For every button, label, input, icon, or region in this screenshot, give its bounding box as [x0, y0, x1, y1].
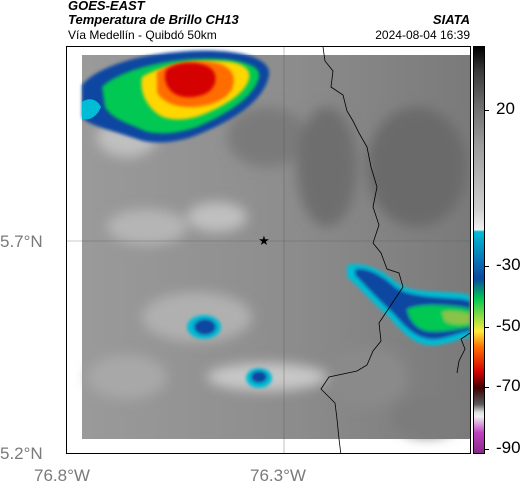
storm-cell-nw — [82, 50, 270, 143]
colorbar-tick — [485, 266, 489, 267]
colorbar-label: -70 — [496, 376, 521, 395]
lon-label-2: 76.3°W — [250, 466, 306, 485]
colorbar-label: -30 — [496, 255, 521, 274]
title-datetime: 2024-08-04 16:39 — [375, 28, 470, 42]
storm-cell-east — [347, 263, 470, 346]
title-product: Temperatura de Brillo CH13 — [68, 12, 239, 27]
admin-border — [320, 47, 404, 453]
colorbar-tick — [485, 387, 489, 388]
lat-label-1: 5.7°N — [0, 232, 43, 251]
satellite-map: ★ — [66, 46, 471, 454]
storm-cell-small-2 — [246, 368, 272, 388]
title-region: Vía Medellín - Quibdó 50km — [68, 28, 217, 42]
storm-cell-small-1 — [187, 315, 221, 339]
title-agency: SIATA — [432, 12, 470, 27]
admin-border-2 — [456, 332, 470, 374]
lon-label-1: 76.8°W — [34, 466, 90, 485]
colorbar — [473, 46, 485, 454]
colorbar-tick — [485, 449, 489, 450]
star-icon: ★ — [258, 234, 270, 249]
map-svg: ★ — [67, 47, 470, 453]
colorbar-label: 20 — [496, 99, 515, 118]
colorbar-label: -90 — [496, 438, 521, 457]
colorbar-label: -50 — [496, 316, 521, 335]
colorbar-tick — [485, 110, 489, 111]
lat-label-2: 5.2°N — [0, 444, 43, 463]
colorbar-tick — [485, 327, 489, 328]
title-satellite: GOES-EAST — [68, 0, 145, 13]
